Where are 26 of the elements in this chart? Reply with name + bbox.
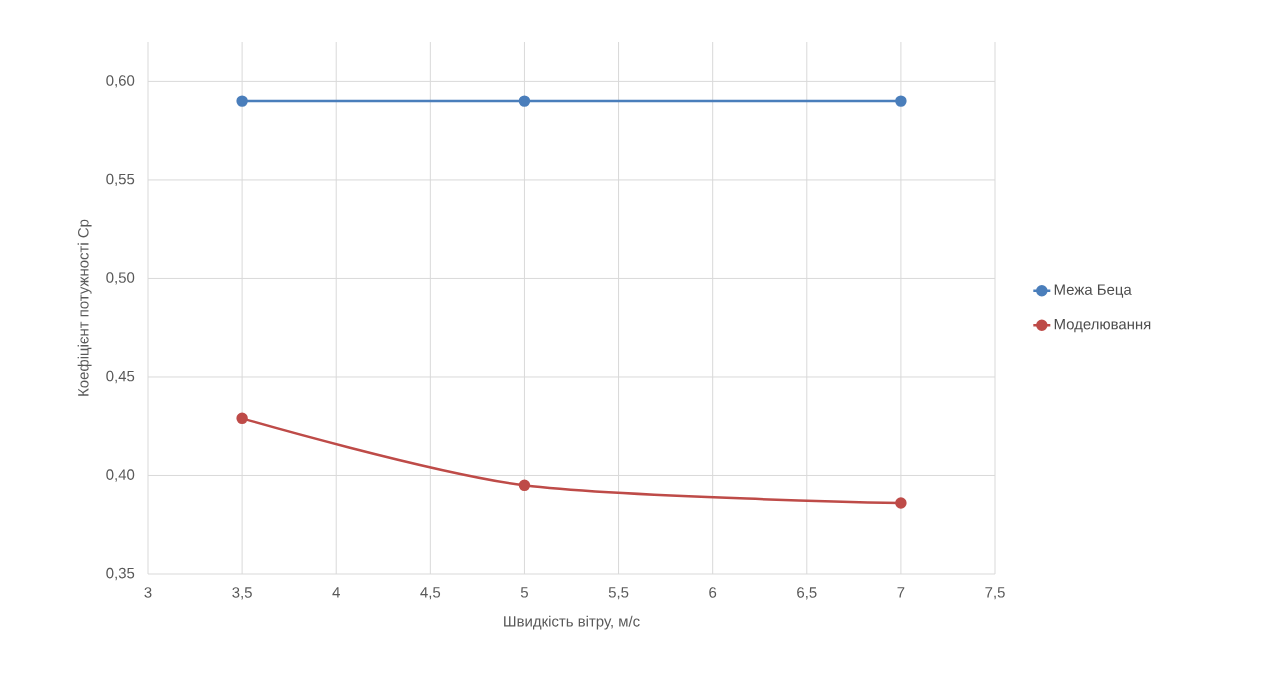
y-tick-label: 0,55 xyxy=(106,173,135,187)
x-tick-label: 6 xyxy=(709,587,717,598)
point xyxy=(895,95,907,107)
point xyxy=(518,95,531,107)
x-tick-label: 3 xyxy=(144,587,152,598)
y-tick-label: 0,40 xyxy=(106,469,135,482)
x-tick-label: 4 xyxy=(332,587,340,598)
x-tick-label: 7 xyxy=(897,587,905,598)
y-tick-label: 0,50 xyxy=(106,272,135,285)
point xyxy=(236,95,248,107)
x-tick-label: 5 xyxy=(520,587,528,598)
point xyxy=(518,479,531,492)
x-tick-label: 4,5 xyxy=(420,587,441,600)
x-tick-label: 6,5 xyxy=(797,587,817,600)
x-tick-label: 5,5 xyxy=(608,587,629,600)
x-tick-label: 7,5 xyxy=(985,587,1005,600)
y-tick-label: 0,45 xyxy=(106,370,135,384)
y-axis-title: Коефіцієнт потужності Cp xyxy=(77,219,92,396)
y-tick-label: 0,60 xyxy=(106,75,135,88)
y-tick-label: 0,35 xyxy=(106,567,135,581)
x-tick-label: 3,5 xyxy=(232,587,252,600)
x-axis-title: Швидкість вітру, м/с xyxy=(504,615,640,630)
point xyxy=(895,497,907,509)
legend-label: Межа Беца xyxy=(1054,284,1132,298)
point xyxy=(236,412,248,425)
legend-label: Моделювання xyxy=(1054,318,1151,333)
